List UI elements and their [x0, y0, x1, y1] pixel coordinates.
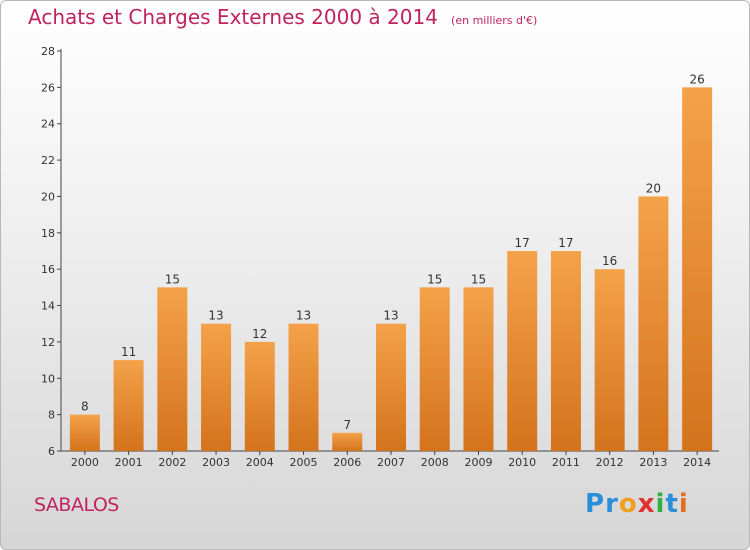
value-label-2013: 20: [646, 181, 661, 195]
logo-letter: o: [618, 489, 638, 519]
chart-title-block: Achats et Charges Externes 2000 à 2014 (…: [28, 5, 537, 29]
bar-2005: [288, 323, 319, 451]
y-tick-label: 12: [41, 336, 55, 349]
value-label-2005: 13: [296, 309, 311, 323]
value-label-2004: 12: [252, 327, 267, 341]
y-tick-label: 20: [41, 190, 55, 203]
bar-2003: [201, 323, 232, 451]
x-tick-label-2002: 2002: [158, 456, 186, 469]
logo-letter: r: [605, 489, 619, 519]
x-tick-label-2008: 2008: [421, 456, 449, 469]
y-tick-label: 22: [41, 154, 55, 167]
town-name: SABALOS: [34, 494, 119, 516]
x-tick-label-2001: 2001: [115, 456, 143, 469]
y-tick-label: 10: [41, 372, 55, 385]
bar-2006: [332, 432, 363, 451]
value-label-2012: 16: [602, 254, 617, 268]
value-label-2000: 8: [81, 400, 89, 414]
value-label-2006: 7: [343, 418, 351, 432]
bar-2009: [463, 287, 494, 451]
x-tick-label-2007: 2007: [377, 456, 405, 469]
bar-2001: [113, 360, 144, 451]
y-tick-label: 8: [48, 409, 55, 422]
bar-2004: [244, 341, 275, 451]
x-tick-label-2012: 2012: [596, 456, 624, 469]
value-label-2011: 17: [558, 236, 573, 250]
x-tick-label-2004: 2004: [246, 456, 274, 469]
y-tick-label: 14: [41, 300, 55, 313]
value-label-2001: 11: [121, 345, 136, 359]
x-tick-label-2006: 2006: [333, 456, 361, 469]
x-tick-label-2003: 2003: [202, 456, 230, 469]
value-label-2010: 17: [515, 236, 530, 250]
y-tick-label: 24: [41, 118, 55, 131]
chart-axes: 6 8 10 12 14 16 18 20 22 24 26 28 2000 2001 2002 2003 20…: [41, 45, 719, 469]
x-tick-label-2010: 2010: [508, 456, 536, 469]
value-label-2002: 15: [165, 272, 180, 286]
x-tick-label-2000: 2000: [71, 456, 99, 469]
bar-2014: [682, 87, 713, 451]
y-tick-label: 28: [41, 45, 55, 58]
x-tick-label-2009: 2009: [464, 456, 492, 469]
y-tick-label: 16: [41, 263, 55, 276]
logo-letter: t: [665, 489, 679, 519]
x-tick-label-2014: 2014: [683, 456, 711, 469]
value-label-2003: 13: [208, 309, 223, 323]
y-tick-label: 18: [41, 227, 55, 240]
y-tick-label: 6: [48, 445, 55, 458]
value-label-2014: 26: [689, 72, 704, 86]
bar-2002: [157, 287, 188, 451]
bar-2007: [376, 323, 406, 451]
bar-2011: [550, 251, 581, 451]
chart-subtitle: (en milliers d'€): [451, 14, 538, 27]
bar-2000: [69, 414, 100, 451]
bar-2013: [638, 196, 669, 451]
y-tick-label: 26: [41, 81, 55, 94]
value-label-2007: 13: [383, 309, 398, 323]
value-label-2008: 15: [427, 272, 442, 286]
bar-2010: [507, 251, 538, 451]
x-tick-label-2011: 2011: [552, 456, 580, 469]
x-tick-label-2005: 2005: [290, 456, 318, 469]
logo-letter: i: [678, 489, 689, 519]
x-tick-label-2013: 2013: [639, 456, 667, 469]
chart-title: Achats et Charges Externes 2000 à 2014: [28, 5, 438, 29]
chart-bars: [69, 87, 713, 451]
value-label-2009: 15: [471, 272, 486, 286]
logo-letter: i: [655, 489, 666, 519]
bar-2008: [419, 287, 450, 451]
logo-letter: x: [637, 489, 656, 519]
proxiti-logo: Proxiti: [585, 489, 689, 519]
chart-value-labels: 8 11 15 13 12 13 7 13 15 15 17 17 16 20 26: [81, 72, 705, 431]
bar-2012: [594, 269, 625, 451]
logo-letter: P: [585, 489, 606, 519]
